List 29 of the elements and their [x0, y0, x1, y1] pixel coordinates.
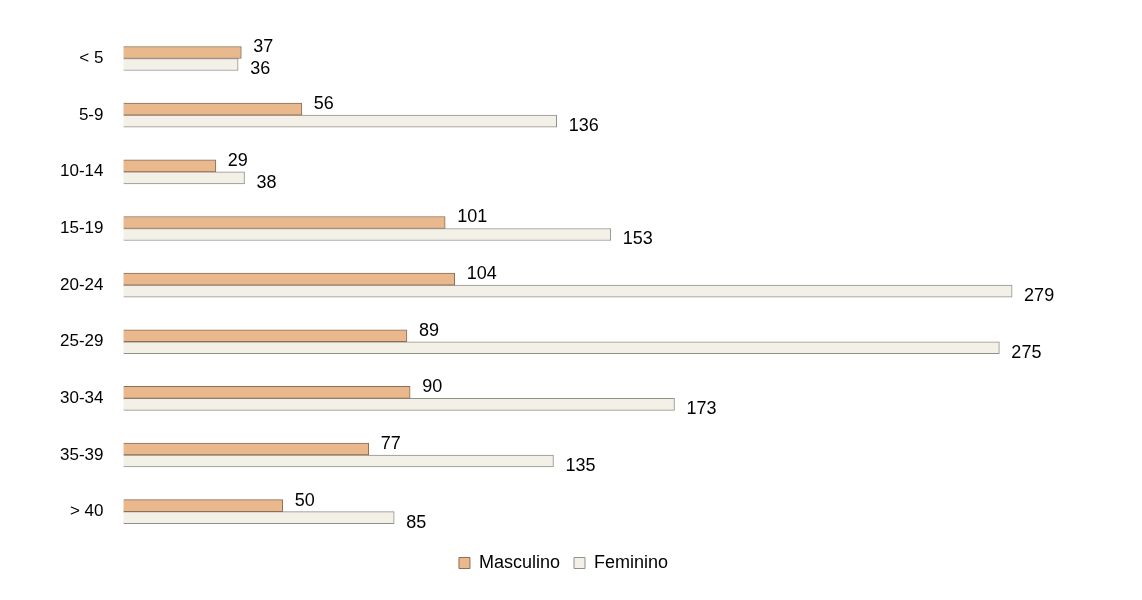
data-label: 136	[568, 115, 599, 136]
data-label: 279	[1024, 285, 1055, 306]
y-tick-label: 10-14	[60, 161, 104, 181]
data-label: 77	[380, 433, 401, 453]
y-tick-label: 20-24	[60, 274, 104, 294]
y-tick-label: 30-34	[60, 388, 104, 408]
data-label: 29	[227, 149, 248, 170]
data-label: 56	[313, 93, 334, 114]
data-label: 38	[256, 171, 277, 192]
data-label: 85	[406, 511, 427, 532]
legend-label: Masculino	[478, 551, 561, 572]
y-tick-label: > 40	[69, 501, 104, 521]
y-tick-label: 35-39	[60, 444, 104, 464]
data-label: 36	[250, 58, 271, 79]
data-label: 90	[422, 376, 443, 397]
data-label: 135	[565, 455, 596, 475]
data-label: 37	[253, 36, 274, 57]
data-label: 275	[1011, 341, 1042, 362]
y-tick-label: 25-29	[60, 331, 104, 351]
data-label: 89	[418, 319, 439, 340]
y-tick-label: 5-9	[78, 104, 104, 124]
data-label: 101	[457, 206, 488, 227]
legend-label: Feminino	[594, 551, 669, 572]
data-label: 153	[622, 228, 653, 249]
data-label: 173	[686, 398, 717, 419]
y-tick-label: < 5	[79, 48, 104, 68]
data-label: 104	[466, 263, 497, 284]
data-label: 50	[294, 489, 315, 510]
y-tick-label: 15-19	[60, 218, 104, 238]
